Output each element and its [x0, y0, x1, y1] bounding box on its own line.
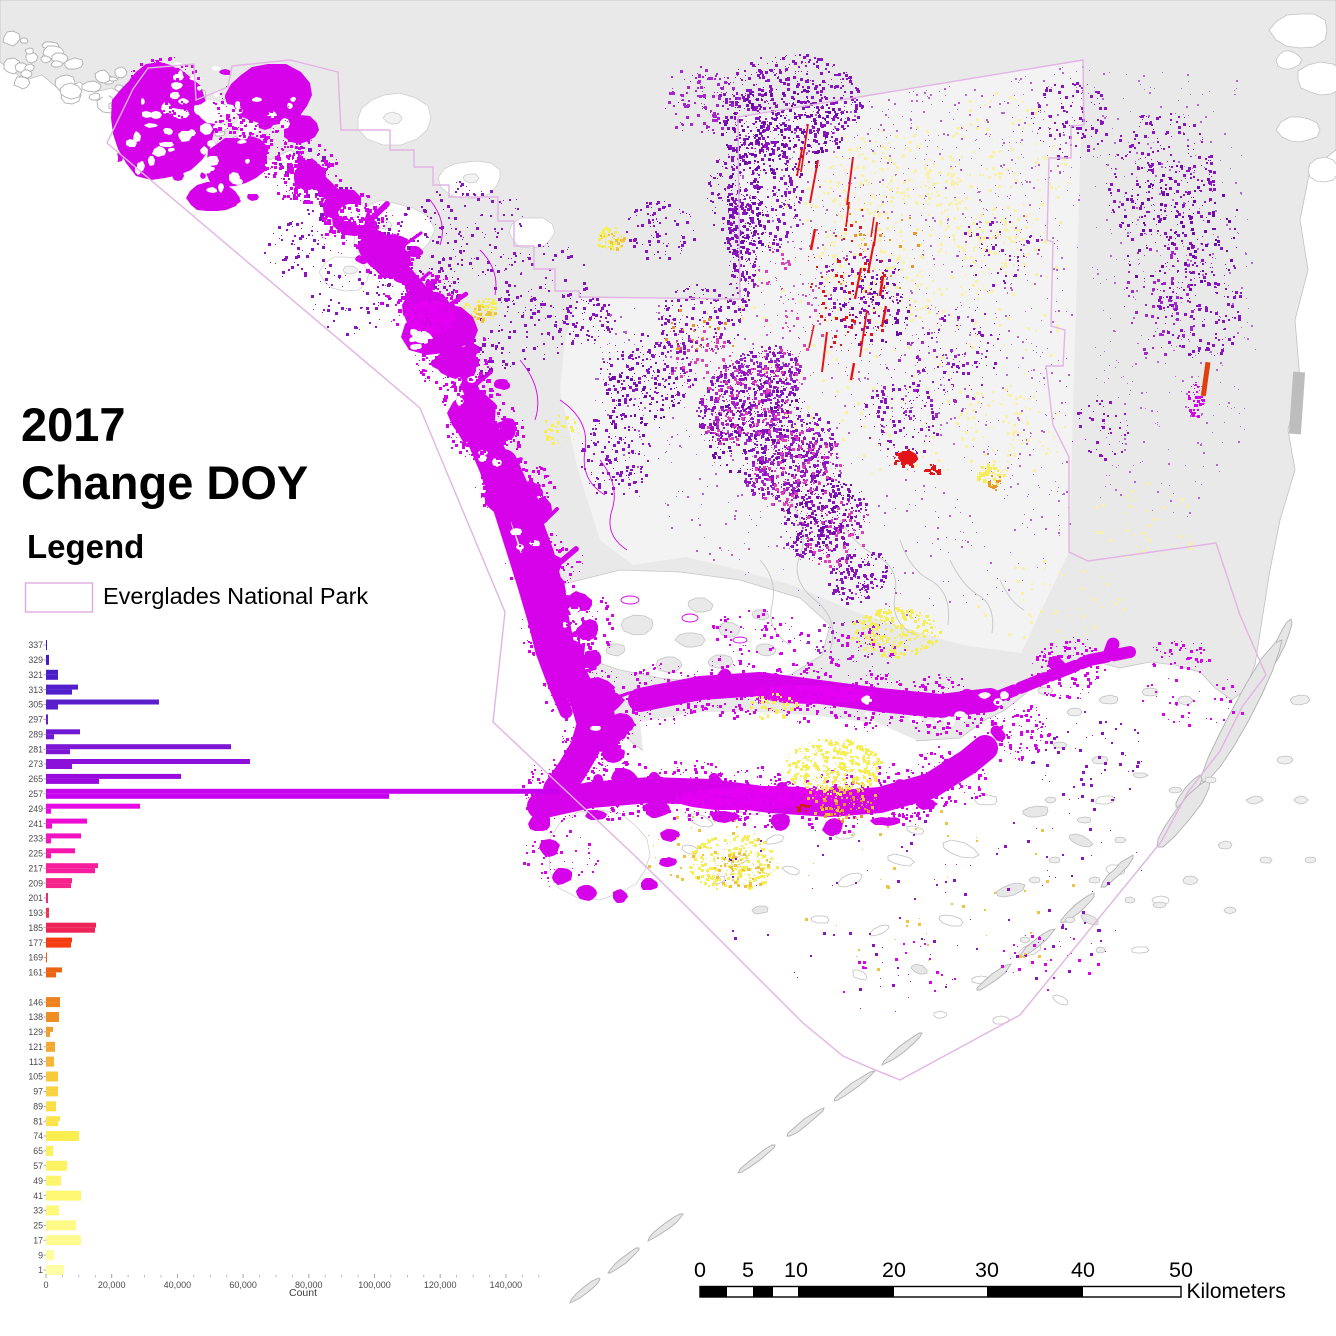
svg-text:1: 1	[38, 1265, 43, 1275]
svg-text:120,000: 120,000	[424, 1280, 457, 1290]
svg-text:89: 89	[33, 1102, 43, 1112]
svg-text:185: 185	[28, 923, 43, 933]
svg-text:Everglades National Park: Everglades National Park	[103, 583, 368, 609]
svg-text:329: 329	[28, 655, 43, 665]
svg-text:113: 113	[29, 1057, 43, 1067]
svg-text:33: 33	[33, 1206, 43, 1216]
svg-text:337: 337	[28, 640, 43, 650]
svg-text:97: 97	[33, 1087, 43, 1097]
svg-text:146: 146	[28, 997, 43, 1007]
svg-text:257: 257	[28, 789, 43, 799]
svg-text:17: 17	[33, 1235, 43, 1245]
svg-text:100,000: 100,000	[358, 1280, 391, 1290]
svg-text:161: 161	[28, 968, 43, 978]
svg-text:Kilometers: Kilometers	[1187, 1280, 1286, 1303]
svg-text:80,000: 80,000	[295, 1280, 323, 1290]
svg-text:81: 81	[33, 1116, 43, 1126]
svg-text:201: 201	[28, 893, 43, 903]
svg-text:138: 138	[28, 1012, 43, 1022]
svg-text:241: 241	[28, 819, 43, 829]
svg-text:225: 225	[28, 849, 43, 859]
svg-text:20,000: 20,000	[98, 1280, 126, 1290]
svg-text:297: 297	[28, 715, 43, 725]
svg-text:0: 0	[694, 1258, 706, 1282]
svg-text:0: 0	[43, 1280, 48, 1290]
svg-text:129: 129	[28, 1027, 43, 1037]
svg-text:60,000: 60,000	[229, 1280, 257, 1290]
svg-text:9: 9	[38, 1250, 43, 1260]
svg-text:265: 265	[28, 774, 43, 784]
svg-text:74: 74	[33, 1131, 43, 1141]
svg-text:105: 105	[28, 1072, 43, 1082]
svg-text:289: 289	[28, 730, 43, 740]
svg-text:233: 233	[28, 834, 43, 844]
svg-text:65: 65	[33, 1146, 43, 1156]
svg-text:Legend: Legend	[27, 528, 144, 565]
svg-text:169: 169	[28, 953, 43, 963]
svg-text:20: 20	[882, 1258, 906, 1282]
svg-text:2017: 2017	[21, 398, 126, 451]
svg-text:Count: Count	[289, 1287, 317, 1299]
svg-text:57: 57	[33, 1161, 43, 1171]
svg-text:49: 49	[33, 1176, 43, 1186]
svg-text:40,000: 40,000	[164, 1280, 192, 1290]
svg-text:25: 25	[33, 1221, 43, 1231]
svg-text:273: 273	[28, 759, 43, 769]
svg-text:305: 305	[28, 700, 43, 710]
svg-text:Change DOY: Change DOY	[21, 456, 308, 509]
svg-text:121: 121	[28, 1042, 43, 1052]
svg-text:41: 41	[33, 1191, 43, 1201]
svg-text:140,000: 140,000	[490, 1280, 523, 1290]
svg-text:40: 40	[1071, 1258, 1095, 1282]
svg-text:177: 177	[28, 938, 43, 948]
svg-text:249: 249	[28, 804, 43, 814]
svg-text:30: 30	[975, 1258, 999, 1282]
svg-text:209: 209	[28, 878, 43, 888]
svg-text:321: 321	[28, 670, 43, 680]
svg-text:217: 217	[28, 863, 43, 873]
svg-text:193: 193	[28, 908, 43, 918]
svg-text:313: 313	[28, 685, 43, 695]
svg-text:10: 10	[784, 1258, 808, 1282]
svg-text:281: 281	[28, 744, 43, 754]
svg-text:50: 50	[1169, 1258, 1193, 1282]
svg-text:5: 5	[742, 1258, 754, 1282]
